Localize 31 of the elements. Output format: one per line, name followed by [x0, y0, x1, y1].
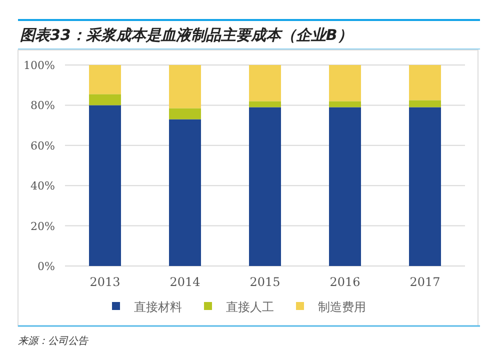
x-tick-label: 2013 [90, 275, 120, 289]
x-tick-label: 2016 [330, 275, 360, 289]
bar [89, 105, 121, 266]
x-tick-label: 2015 [250, 275, 280, 289]
bar [409, 100, 441, 108]
bar [89, 65, 121, 94]
y-tick-label: 20% [30, 220, 55, 233]
bar [89, 94, 121, 106]
legend-label: 直接人工 [226, 300, 274, 314]
bar [409, 65, 441, 100]
bar [169, 65, 201, 108]
source-note: 来源：公司公告 [18, 335, 89, 347]
x-tick-label: 2017 [410, 275, 440, 289]
y-tick-label: 100% [24, 59, 55, 72]
y-tick-label: 60% [30, 139, 55, 152]
legend-label: 制造费用 [318, 300, 366, 314]
y-tick-label: 0% [38, 260, 55, 273]
y-tick-label: 40% [30, 180, 55, 193]
bar [409, 107, 441, 266]
bar [329, 101, 361, 108]
bar [249, 65, 281, 102]
bar [249, 101, 281, 108]
bar [249, 107, 281, 266]
y-tick-label: 80% [30, 99, 55, 112]
bar [329, 65, 361, 102]
bar [329, 107, 361, 266]
chart-title: 图表33：采浆成本是血液制品主要成本（企业B） [20, 26, 352, 44]
bar [169, 119, 201, 266]
x-tick-label: 2014 [170, 275, 201, 289]
bar [169, 108, 201, 120]
legend-label: 直接材料 [134, 300, 182, 314]
